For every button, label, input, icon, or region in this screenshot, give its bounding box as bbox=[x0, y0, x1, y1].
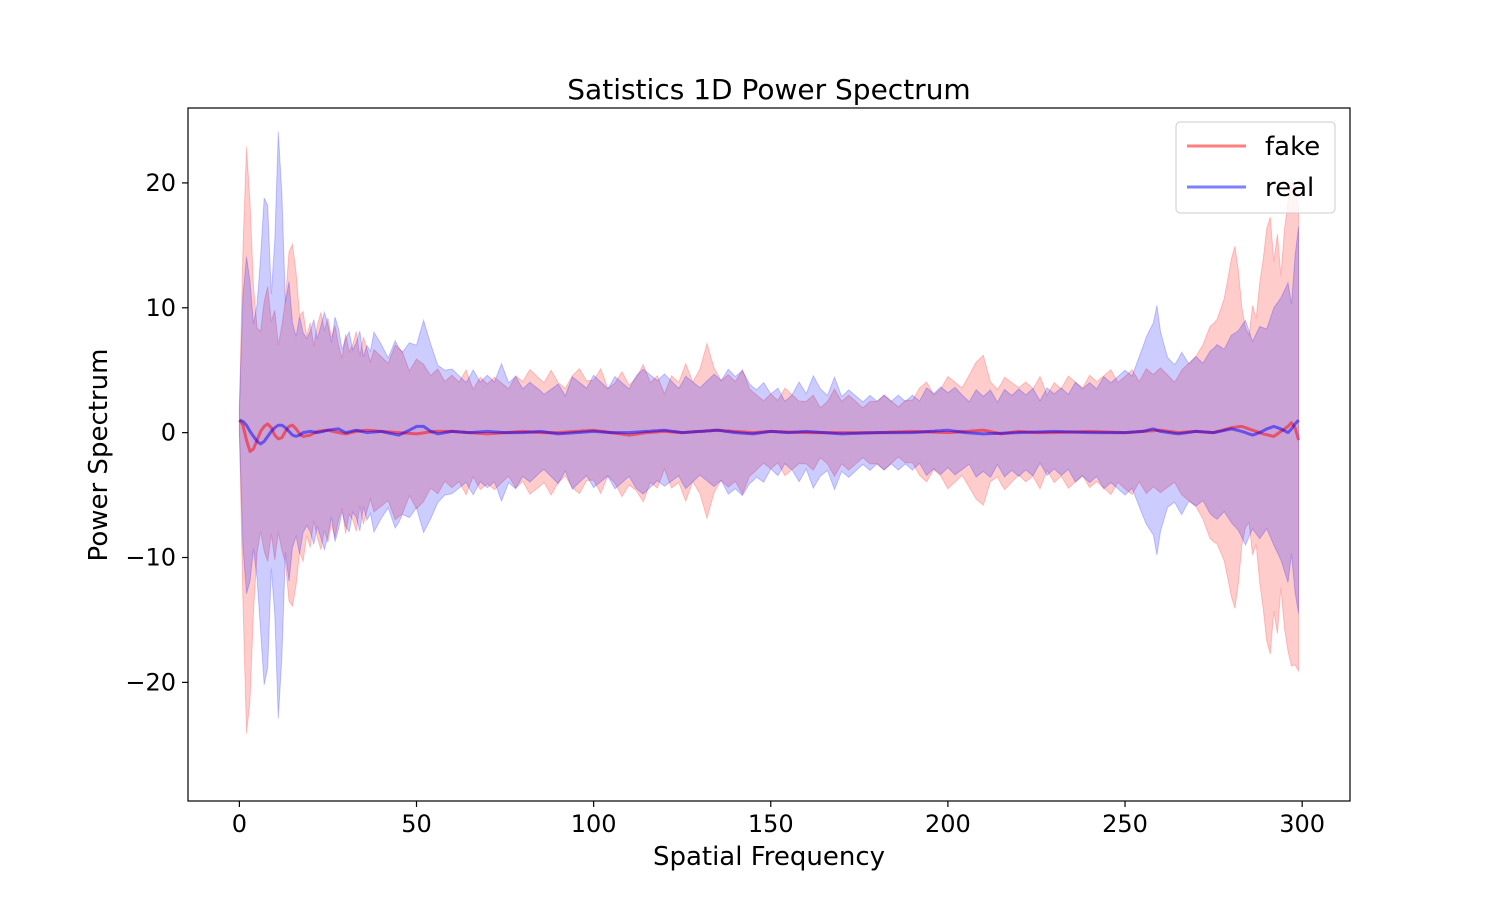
x-tick-label: 50 bbox=[401, 810, 432, 838]
y-axis-label: Power Spectrum bbox=[84, 349, 114, 562]
mean-lines bbox=[238, 418, 1301, 453]
chart-title: Satistics 1D Power Spectrum bbox=[567, 73, 970, 106]
legend-label-fake: fake bbox=[1265, 132, 1320, 162]
band-real bbox=[238, 131, 1300, 719]
y-tick-label: −10 bbox=[125, 544, 176, 572]
y-tick-label: 10 bbox=[145, 294, 176, 322]
band-fake bbox=[238, 146, 1300, 734]
plot-frame bbox=[187, 107, 1351, 802]
line-real bbox=[238, 418, 1300, 446]
y-axis-ticks: −20 −10 0 10 20 bbox=[125, 169, 188, 696]
x-axis-label: Spatial Frequency bbox=[653, 842, 885, 872]
confidence-bands bbox=[238, 131, 1300, 734]
x-tick-label: 0 bbox=[232, 810, 247, 838]
x-tick-label: 300 bbox=[1279, 810, 1325, 838]
x-axis-ticks: 0 50 100 150 200 250 300 bbox=[232, 801, 1325, 838]
x-tick-label: 250 bbox=[1102, 810, 1148, 838]
legend-label-real: real bbox=[1265, 173, 1314, 203]
x-tick-label: 200 bbox=[925, 810, 971, 838]
legend: fake real bbox=[1175, 121, 1336, 214]
x-tick-label: 100 bbox=[571, 810, 617, 838]
y-tick-label: −20 bbox=[125, 668, 176, 696]
y-tick-label: 0 bbox=[161, 419, 176, 447]
y-tick-label: 20 bbox=[145, 169, 176, 197]
x-tick-label: 150 bbox=[748, 810, 794, 838]
